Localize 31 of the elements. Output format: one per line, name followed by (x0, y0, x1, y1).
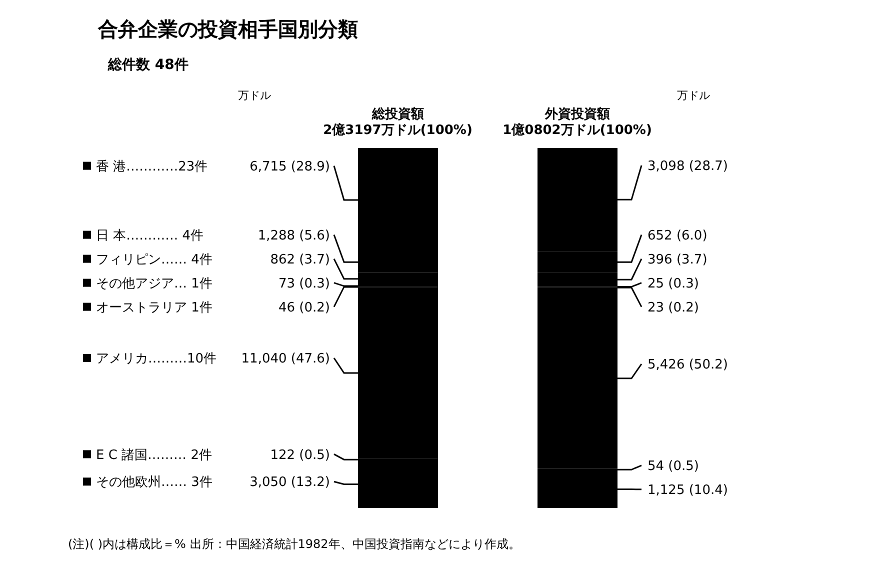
data-label: 46 (0.2) (278, 300, 330, 316)
data-label: 122 (0.5) (270, 448, 330, 463)
chart-title: 合弁企業の投資相手国別分類 (98, 16, 358, 43)
text: (注)( )内は構成比＝% 出所：中国経済統計1982年、中国投資指南などにより作成。 (68, 536, 520, 553)
text: 万ドル (238, 88, 271, 103)
data-label: 3,050 (13.2) (250, 475, 330, 490)
x-tick-label: 総投資額 2億3197万ドル(100%) (323, 106, 472, 138)
legend-label: その他アジア… 1件 (96, 276, 212, 292)
legend-label: 日 本………… 4件 (96, 228, 204, 244)
data-label: 3,098 (28.7) (648, 158, 728, 174)
data-label: 6,715 (28.9) (250, 159, 330, 174)
data-label: 1,288 (5.6) (258, 228, 330, 244)
data-label: 11,040 (47.6) (241, 352, 330, 367)
data-label: 23 (0.2) (648, 300, 699, 316)
data-label: 1,125 (10.4) (648, 482, 728, 498)
legend-label: フィリピン…… 4件 (96, 252, 212, 268)
data-label: 25 (0.3) (648, 276, 699, 292)
legend-label: アメリカ………10件 (96, 352, 217, 367)
data-label: 652 (6.0) (648, 228, 708, 244)
data-label: 396 (3.7) (648, 252, 708, 268)
legend-label: E C 諸国……… 2件 (96, 448, 212, 463)
data-label: 862 (3.7) (270, 252, 330, 268)
text: 万ドル (677, 88, 710, 103)
x-tick-label: 外資投資額 1億0802万ドル(100%) (502, 106, 652, 138)
legend-label: 香 港…………23件 (96, 159, 208, 174)
data-label: 73 (0.3) (278, 276, 330, 292)
legend-label: オーストラリア 1件 (96, 300, 212, 316)
data-label: 54 (0.5) (648, 458, 699, 474)
text: 総件数 48件 (108, 56, 188, 74)
data-label: 5,426 (50.2) (648, 358, 728, 373)
legend-label: その他欧州…… 3件 (96, 475, 212, 490)
